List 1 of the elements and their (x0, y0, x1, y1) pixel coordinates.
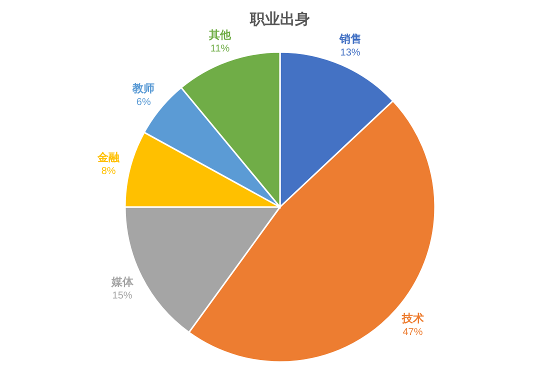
title: 职业出身 (250, 11, 310, 28)
